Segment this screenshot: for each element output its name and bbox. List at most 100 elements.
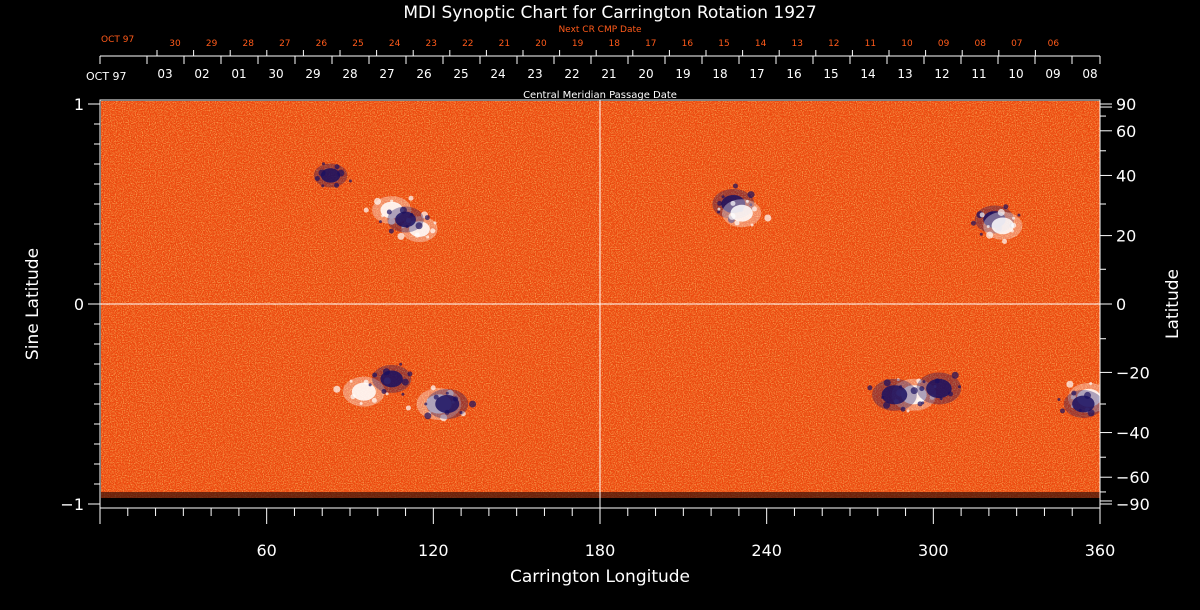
top-axis-date: 26: [416, 67, 431, 81]
active-region-speck: [721, 195, 725, 199]
top-axis-date: 19: [675, 67, 690, 81]
active-region-speck: [430, 228, 436, 234]
active-region-speck: [405, 225, 409, 229]
active-region-speck: [381, 214, 385, 218]
next-axis-date: 21: [499, 39, 510, 49]
y-tick-label-right: 0: [1116, 295, 1126, 314]
top-axis-date: 03: [157, 67, 172, 81]
active-region-speck: [951, 371, 959, 379]
active-region-speck: [388, 228, 394, 234]
active-region-speck: [405, 405, 411, 411]
active-region-speck: [730, 200, 736, 206]
next-axis-date: 17: [645, 39, 656, 49]
active-region-speck: [424, 402, 428, 406]
active-region-speck: [446, 389, 454, 397]
chart-title: MDI Synoptic Chart for Carrington Rotati…: [403, 3, 816, 23]
active-region-speck: [414, 232, 420, 238]
active-region-speck: [381, 388, 387, 394]
next-axis-date: 26: [316, 39, 328, 49]
y-tick-label-right: −90: [1116, 495, 1150, 514]
active-region-speck: [906, 409, 910, 413]
active-region-core: [1072, 395, 1095, 413]
x-tick-label: 120: [418, 541, 449, 560]
active-region-speck: [440, 414, 448, 422]
next-axis-date: 14: [755, 39, 767, 49]
plot-area: [101, 101, 1100, 498]
active-region-speck: [883, 379, 891, 387]
active-region-speck: [408, 195, 414, 201]
active-region-speck: [1012, 216, 1016, 220]
active-region-speck: [318, 169, 326, 177]
active-region-speck: [469, 400, 477, 408]
top-axis-date: 30: [268, 67, 283, 81]
next-axis-date: 10: [901, 39, 913, 49]
next-axis-date: 09: [938, 39, 950, 49]
active-region-speck: [1071, 390, 1077, 396]
active-region-speck: [979, 232, 983, 236]
active-region-speck: [745, 199, 749, 203]
next-cr-caption: Next CR CMP Date: [558, 25, 642, 35]
active-region-speck: [374, 197, 382, 205]
y-tick-label-right: −20: [1116, 363, 1150, 382]
top-axis-date: 20: [638, 67, 653, 81]
top-axis-date: 29: [305, 67, 320, 81]
cmp-caption: Central Meridian Passage Date: [523, 90, 677, 101]
active-region-speck: [986, 224, 990, 228]
active-region-speck: [970, 220, 976, 226]
next-axis-date: 07: [1011, 39, 1022, 49]
active-region-speck: [415, 222, 423, 230]
y-tick-label-right: −60: [1116, 468, 1150, 487]
active-region-speck: [1057, 397, 1061, 401]
active-region-speck: [1017, 213, 1021, 217]
active-region-speck: [986, 231, 994, 239]
active-region-speck: [371, 397, 377, 403]
y-tick-label-right: 90: [1116, 95, 1136, 114]
active-region-speck: [1002, 238, 1008, 244]
top-axis-date: 01: [231, 67, 246, 81]
right-axis: 90 60 40 20 0 −20 −40 −60 −90: [1100, 95, 1150, 514]
active-region-speck: [717, 207, 721, 211]
top-axis: 03 02 01 30 29 28 27 26 25 24 23 22 21 20 19 18 17 16 15 14…: [99, 55, 1101, 81]
active-region-speck: [424, 215, 430, 221]
next-axis-date: 20: [535, 39, 547, 49]
active-region-speck: [350, 394, 356, 400]
active-region-speck: [732, 183, 738, 189]
active-region-speck: [334, 182, 340, 188]
next-axis-date: 11: [865, 39, 876, 49]
active-region-speck: [750, 223, 754, 227]
active-region-speck: [1003, 204, 1009, 210]
active-region-speck: [430, 385, 436, 391]
active-region-speck: [399, 206, 407, 214]
active-region-speck: [368, 383, 372, 387]
active-region-speck: [399, 362, 403, 366]
active-region-speck: [349, 379, 353, 383]
next-month-label: OCT 97: [101, 35, 134, 45]
active-region-speck: [1087, 409, 1095, 417]
top-axis-date: 27: [379, 67, 394, 81]
active-region-speck: [401, 378, 409, 386]
active-region-speck: [390, 199, 394, 203]
next-axis-date: 12: [828, 39, 839, 49]
active-region-speck: [899, 385, 903, 389]
active-region-speck: [363, 207, 369, 213]
next-axis-date: 19: [572, 39, 584, 49]
top-axis-date: 12: [934, 67, 949, 81]
active-region-speck: [363, 379, 369, 385]
x-tick-label: 180: [585, 541, 616, 560]
active-region-speck: [1011, 222, 1017, 228]
x-tick-label: 60: [256, 541, 276, 560]
y-axis-label-left: Sine Latitude: [23, 248, 43, 360]
active-region-core: [991, 217, 1014, 235]
active-region-speck: [321, 162, 325, 166]
active-region-core: [926, 378, 952, 399]
top-axis-date: 15: [823, 67, 838, 81]
active-region-core: [730, 204, 753, 222]
top-axis-date: 17: [749, 67, 764, 81]
next-axis-date: 15: [718, 39, 729, 49]
active-regions: [313, 162, 1100, 422]
top-axis-date: 18: [712, 67, 727, 81]
active-region-speck: [372, 372, 378, 378]
active-region-speck: [426, 398, 430, 402]
active-region-speck: [934, 378, 940, 384]
x-tick-label: 360: [1085, 541, 1116, 560]
